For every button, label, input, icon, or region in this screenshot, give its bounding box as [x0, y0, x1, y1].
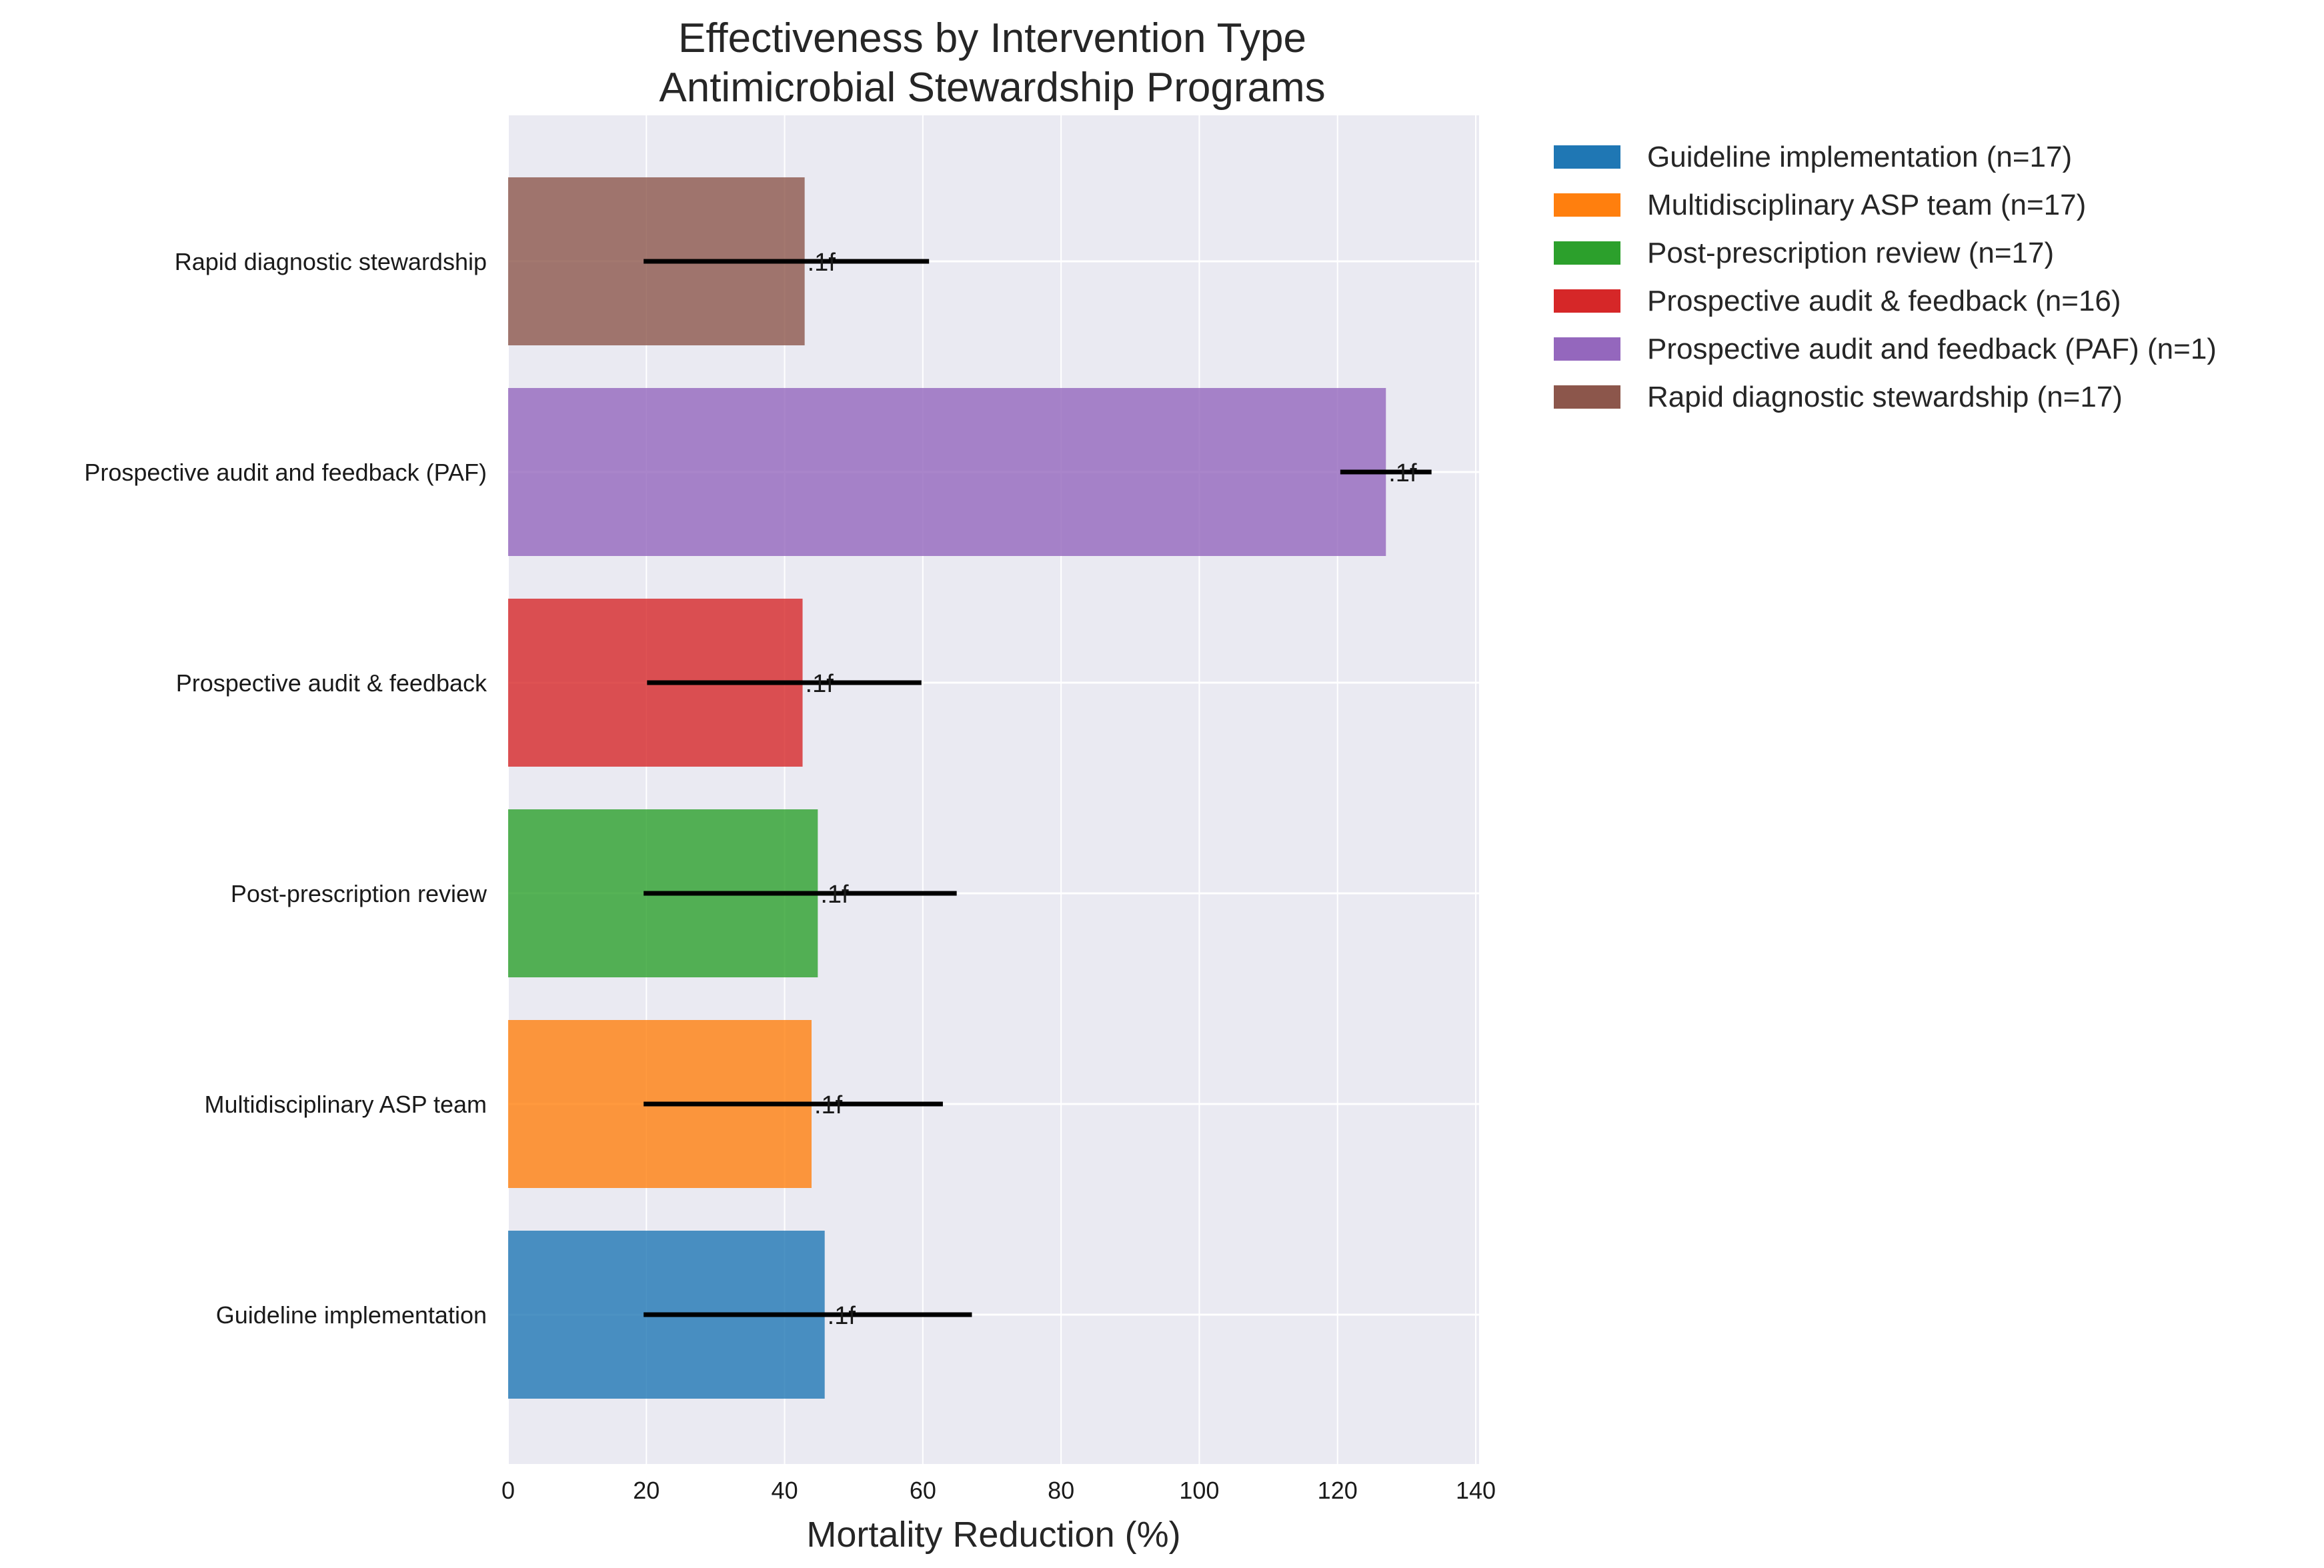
- y-tick-label: Guideline implementation: [216, 1301, 487, 1329]
- chart-title-line-2: Antimicrobial Stewardship Programs: [659, 65, 1325, 111]
- legend-swatch: [1554, 337, 1620, 361]
- x-tick-label: 60: [910, 1477, 936, 1504]
- legend-entry: Prospective audit and feedback (PAF) (n=…: [1647, 333, 2217, 365]
- legend-swatch: [1554, 193, 1620, 217]
- x-tick-label: 120: [1318, 1477, 1358, 1504]
- y-tick-label: Post-prescription review: [231, 880, 487, 907]
- y-tick-label: Prospective audit & feedback: [176, 669, 487, 697]
- x-tick-label: 40: [772, 1477, 798, 1504]
- y-tick-labels: Guideline implementation Multidisciplinar…: [84, 248, 487, 1329]
- x-axis-label: Mortality Reduction (%): [806, 1515, 1180, 1555]
- bar-label-layer: .1f .1f .1f .1f .1f .1f: [806, 249, 1417, 1330]
- y-tick-label: Rapid diagnostic stewardship: [175, 248, 487, 275]
- x-tick-label: 0: [501, 1477, 515, 1504]
- y-tick-label: Prospective audit and feedback (PAF): [84, 459, 487, 486]
- bar-value-label: .1f: [828, 1302, 856, 1330]
- bar-prospective-audit-and-feedback-paf-: [508, 388, 1386, 556]
- chart-title-line-1: Effectiveness by Intervention Type: [678, 15, 1306, 61]
- bar-value-label: .1f: [806, 670, 834, 698]
- x-tick-label: 80: [1048, 1477, 1074, 1504]
- legend: Guideline implementation (n=17) Multidisc…: [1554, 141, 2217, 413]
- x-tick-label: 100: [1179, 1477, 1219, 1504]
- legend-entry: Multidisciplinary ASP team (n=17): [1647, 189, 2086, 221]
- legend-swatch: [1554, 289, 1620, 313]
- legend-swatch: [1554, 241, 1620, 265]
- legend-entry: Prospective audit & feedback (n=16): [1647, 285, 2121, 317]
- legend-entry: Guideline implementation (n=17): [1647, 141, 2072, 173]
- bar-value-label: .1f: [1388, 459, 1417, 487]
- legend-entry: Rapid diagnostic stewardship (n=17): [1647, 381, 2123, 413]
- error-bar-layer: [644, 259, 1432, 1317]
- x-tick-label: 20: [633, 1477, 660, 1504]
- legend-entry: Post-prescription review (n=17): [1647, 237, 2054, 269]
- y-tick-label: Multidisciplinary ASP team: [204, 1091, 487, 1118]
- x-tick-label: 140: [1456, 1477, 1496, 1504]
- bar-value-label: .1f: [808, 249, 836, 277]
- x-tick-labels: 0 20 40 60 80 100 120 140: [501, 1477, 1496, 1504]
- bar-value-label: .1f: [820, 881, 849, 909]
- legend-swatch: [1554, 145, 1620, 169]
- bar-value-label: .1f: [814, 1091, 843, 1119]
- legend-swatch: [1554, 385, 1620, 409]
